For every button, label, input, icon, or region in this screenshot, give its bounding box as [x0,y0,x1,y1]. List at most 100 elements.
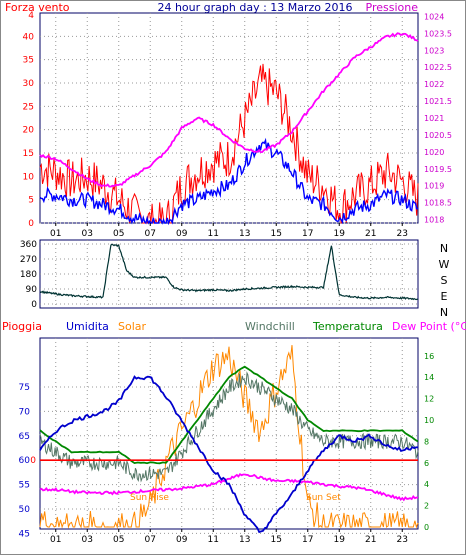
legend-temperature: Temperatura [312,320,383,333]
y-right-tick-label: 16 [424,352,434,361]
y-right-tick-label: 1021.5 [424,97,452,106]
rain-zero-label: 0 [30,456,36,466]
x-tick-label: 07 [145,229,156,239]
x-tick-label: 23 [397,535,408,545]
y-right-tick-label: 12 [424,395,434,404]
series-direction [39,243,419,301]
y-left-tick-label: 5 [28,196,34,206]
direction-tick-label: 0 [31,300,37,310]
y-right-tick-label: 1022.5 [424,63,452,72]
compass-label: W [439,258,450,271]
y-left-tick-label: 10 [23,172,35,182]
legend-dewpoint: Dew Point (°C) [392,320,466,333]
x-tick-label: 15 [271,535,282,545]
legend-solar: Solar [118,320,147,333]
y-right-tick-label: 1020 [424,148,444,157]
x-tick-label: 07 [145,535,156,545]
panel-direction-axes: 360 270 180 90 0 [20,240,37,310]
x-tick-label: 21 [365,229,376,239]
y-right-tick-label: 1021 [424,114,444,123]
panel-wind-frame [39,12,419,224]
x-tick-label: 19 [334,535,346,545]
y-left-tick-label: 60 [19,456,31,466]
y-left-tick-label: 15 [23,149,34,159]
y-left-tick-label: 75 [19,383,30,393]
x-tick-label: 09 [176,229,188,239]
y-right-tick-label: 10 [424,416,434,425]
direction-tick-label: 360 [20,240,37,250]
x-tick-label: 05 [113,229,124,239]
x-tick-label: 19 [334,229,346,239]
y-right-tick-label: 14 [424,373,434,382]
y-right-tick-label: 1022 [424,80,444,89]
series-temperature [39,365,419,465]
panel-temp-axes: 45 50 55 60 65 70 75 0 2 4 6 8 10 12 14 16 01 03 05 07 09 11 1… [19,352,435,545]
series-windchill [39,371,419,483]
x-tick-label: 11 [208,229,219,239]
sunrise-label: Sun Rise [130,493,169,503]
y-right-tick-label: 4 [424,480,429,489]
y-right-tick-label: 1024 [424,12,444,21]
series-wind-avg [39,137,419,226]
y-left-tick-label: 65 [19,432,30,442]
direction-tick-label: 90 [26,285,38,295]
x-tick-label: 21 [365,535,376,545]
series-dewpoint [39,472,419,502]
compass-label: N [440,242,448,255]
x-tick-label: 17 [302,229,313,239]
y-left-tick-label: 0 [28,219,34,229]
y-left-tick-label: 55 [19,481,30,491]
y-left-top-label: 4 [28,11,34,21]
left-title: Forza vento [5,1,70,14]
x-tick-label: 03 [82,535,93,545]
x-tick-label: 09 [176,535,188,545]
y-left-tick-label: 25 [23,102,34,112]
panel-wind-axes: 0510152025303540410181018.510191019.5102… [23,11,452,239]
x-tick-label: 03 [82,229,93,239]
y-right-tick-label: 1023 [424,46,444,55]
y-right-tick-label: 1018.5 [424,199,452,208]
y-right-tick-label: 8 [424,437,429,446]
direction-tick-label: 180 [20,270,37,280]
sunset-label: Sun Set [306,493,341,503]
y-left-tick-label: 45 [19,529,30,539]
y-right-tick-label: 1023.5 [424,29,452,38]
x-tick-label: 01 [50,229,61,239]
y-left-tick-label: 40 [23,32,35,42]
y-left-tick-label: 70 [19,407,31,417]
right-title: Pressione [366,1,419,14]
compass-label: E [441,290,448,303]
direction-tick-label: 270 [20,255,37,265]
legend-humidity: Umidita [66,320,109,333]
y-right-tick-label: 1020.5 [424,131,452,140]
chart-title: 24 hour graph day : 13 Marzo 2016 [157,1,352,14]
y-right-tick-label: 0 [424,523,429,532]
y-left-tick-label: 50 [19,505,31,515]
compass-label: S [441,274,448,287]
y-left-tick-label: 30 [23,79,35,89]
x-tick-label: 13 [239,229,250,239]
panel-temp-lines [39,345,419,534]
compass-label: N [440,306,448,319]
y-left-tick-label: 35 [23,56,34,66]
panel-temp-frame [39,337,419,530]
y-right-tick-label: 1018 [424,216,444,225]
series-pressure [39,32,419,188]
y-right-tick-label: 6 [424,459,429,468]
x-tick-label: 11 [208,535,219,545]
series-solar [39,345,419,529]
y-right-tick-label: 1019.5 [424,165,452,174]
panel-direction-lines [39,243,419,301]
x-tick-label: 13 [239,535,250,545]
x-tick-label: 05 [113,535,124,545]
series-humidity [39,375,419,534]
y-right-tick-label: 1019 [424,182,444,191]
x-tick-label: 17 [302,535,313,545]
panel-wind-lines [39,32,419,226]
y-left-tick-label: 20 [23,126,35,136]
x-tick-label: 01 [50,535,61,545]
legend-windchill: Windchill [245,320,295,333]
x-tick-label: 23 [397,229,408,239]
